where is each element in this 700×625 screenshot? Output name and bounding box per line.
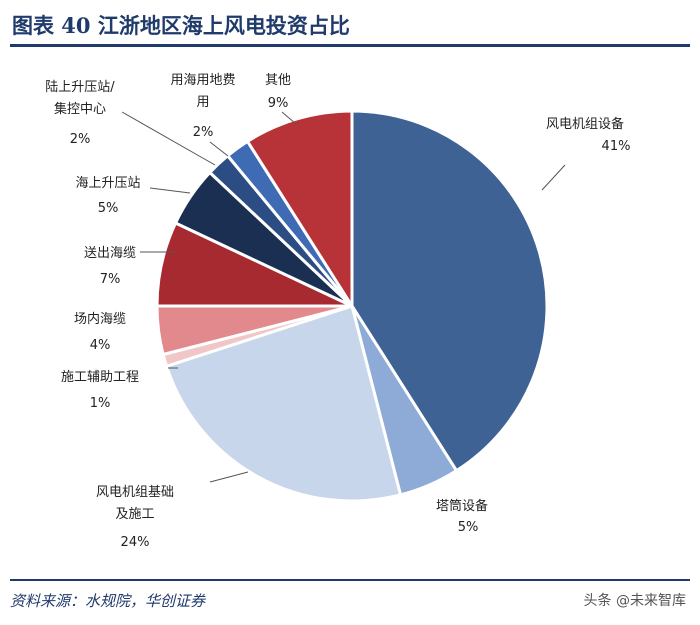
slice-percent-label: 4% [90, 338, 111, 353]
leader-line [541, 164, 566, 191]
source-note: 资料来源：水规院，华创证券 [10, 592, 206, 610]
slice-percent-label: 1% [90, 396, 111, 411]
slice-name-label: 其他 [265, 73, 291, 88]
slice-name-label: 海上升压站 [75, 176, 140, 191]
slice-percent-label: 2% [70, 132, 91, 147]
leader-line [121, 111, 216, 166]
watermark: 头条 @未来智库 [583, 593, 686, 609]
slice-percent-label: 24% [121, 535, 150, 550]
source-divider [10, 579, 690, 581]
slice-name-label: 场内海缆 [74, 311, 126, 327]
slice-name-label: 风电机组基础及施工 [96, 485, 174, 522]
slice-name-label: 陆上升压站/集控中心 [45, 79, 115, 117]
title-bar: 图表 40 江浙地区海上风电投资占比 [10, 4, 690, 47]
slice-percent-label: 5% [98, 201, 119, 216]
slice-name-label: 塔筒设备 [436, 498, 488, 514]
leader-line [209, 141, 229, 157]
leader-line [149, 187, 191, 194]
slice-percent-label: 2% [193, 125, 214, 140]
slice-name-label: 送出海缆 [84, 245, 136, 261]
slice-name-label: 用海用地费用 [170, 73, 235, 110]
chart-title: 图表 40 江浙地区海上风电投资占比 [12, 13, 350, 38]
leader-line [281, 111, 297, 125]
slice-percent-label: 41% [602, 139, 631, 154]
leader-line [209, 471, 249, 483]
slice-name-label: 风电机组设备 [546, 116, 624, 132]
slice-percent-label: 7% [100, 272, 121, 287]
pie-slice [164, 304, 403, 503]
slice-percent-label: 9% [268, 96, 289, 111]
pie-slice [245, 109, 354, 312]
slice-percent-label: 5% [458, 520, 479, 535]
slice-name-label: 施工辅助工程 [61, 370, 139, 385]
pie-chart: 风电机组设备 41% 塔筒设备 5% 风电机组基础及施工 24% 施工辅助工程 1% 场内海缆 4… [45, 73, 631, 550]
